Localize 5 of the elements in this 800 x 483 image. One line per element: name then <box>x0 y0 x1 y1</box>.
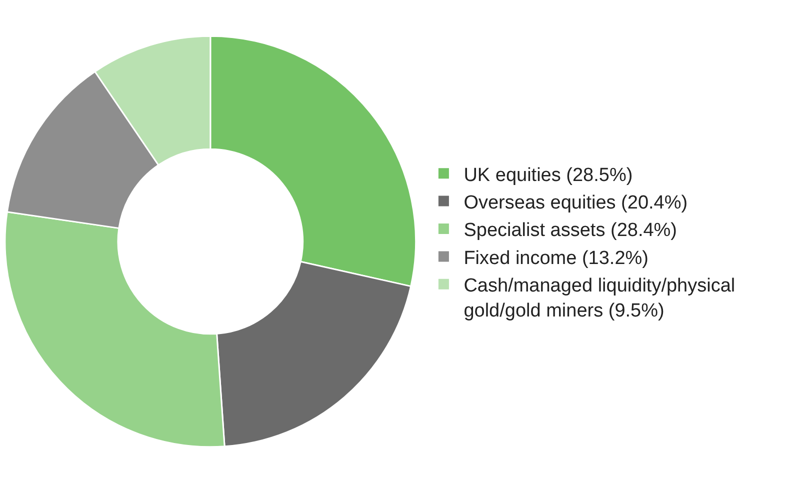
legend-label: Fixed income (13.2%) <box>464 248 648 269</box>
legend-label: Specialist assets (28.4%) <box>464 220 678 242</box>
legend-label: UK equities (28.5%) <box>464 164 633 186</box>
legend-label: Cash/managed liquidity/physical gold/gold miners (9.5%) <box>464 276 736 322</box>
legend-label: Overseas equities (20.4%) <box>464 192 688 214</box>
